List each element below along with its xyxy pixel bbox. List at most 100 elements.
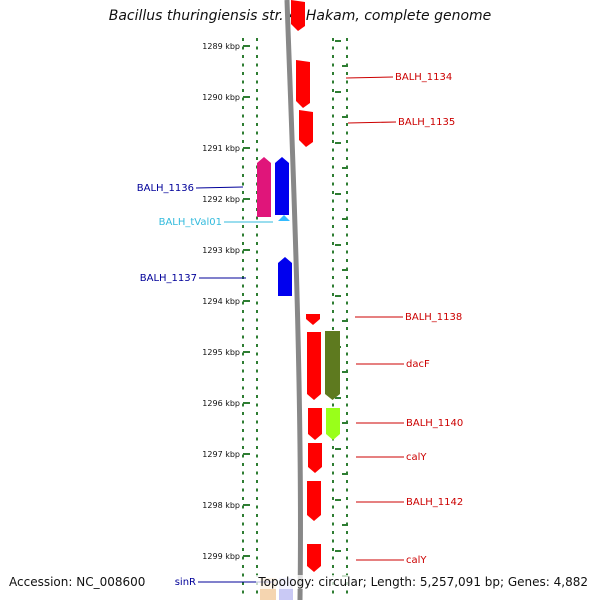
gene-arrow[interactable]: [307, 544, 321, 572]
guide-dot: [256, 225, 258, 228]
guide-dot: [346, 497, 348, 500]
trna-arrow[interactable]: [278, 215, 290, 221]
guide-dot: [242, 505, 244, 509]
guide-dot: [242, 429, 244, 432]
guide-dash: [342, 218, 348, 220]
guide-dot: [332, 106, 334, 109]
guide-dot: [346, 148, 348, 152]
guide-dot: [332, 97, 334, 101]
guide-dot: [332, 267, 334, 271]
gene-label[interactable]: dacF: [406, 359, 430, 370]
gene-label[interactable]: BALH_1140: [406, 418, 463, 429]
gene-arrow[interactable]: [308, 408, 322, 440]
kbp-tick-label: 1296 kbp: [202, 399, 240, 408]
guide-dot: [242, 106, 244, 109]
guide-dot: [346, 55, 348, 58]
kbp-tick-label: 1292 kbp: [202, 195, 240, 204]
guide-dot: [256, 242, 258, 245]
guide-dot: [242, 437, 244, 441]
guide-dot: [332, 80, 334, 84]
gene-arrow[interactable]: [291, 0, 305, 31]
guide-dot: [332, 216, 334, 220]
guide-dot: [242, 327, 244, 330]
guide-dot: [346, 242, 348, 245]
gene-label[interactable]: BALH_1135: [398, 117, 455, 128]
gene-arrow[interactable]: [296, 60, 310, 108]
guide-dot: [332, 114, 334, 118]
topology-text: Topology: circular; Length: 5,257,091 bp…: [256, 575, 590, 589]
guide-dot: [346, 556, 348, 560]
gene-arrow[interactable]: [326, 408, 340, 440]
guide-dot: [332, 514, 334, 517]
guide-dot: [332, 531, 334, 534]
guide-dot: [242, 225, 244, 228]
guide-dot: [332, 46, 334, 50]
right-gene-labels: BALH_1134 BALH_1135 BALH_1138 dacF BALH_1140…: [345, 72, 463, 566]
guide-dot: [256, 352, 258, 356]
guide-dash: [335, 397, 341, 399]
guide-dot: [346, 310, 348, 313]
guide-dot: [332, 242, 334, 245]
kbp-tick: [243, 351, 250, 353]
guide-dot: [346, 174, 348, 177]
guide-dot: [256, 267, 258, 271]
guide-dash: [342, 116, 348, 118]
guide-dot: [242, 522, 244, 526]
guide-dot: [256, 318, 258, 322]
gene-label[interactable]: BALH_1136: [137, 183, 194, 194]
gene-label[interactable]: calY: [406, 555, 427, 566]
guide-dot: [256, 386, 258, 390]
guide-dot: [346, 199, 348, 203]
guide-dot: [242, 446, 244, 449]
guide-dot: [346, 46, 348, 50]
gene-label[interactable]: BALH_1134: [395, 72, 452, 83]
guide-dot: [346, 539, 348, 543]
guide-dot: [346, 505, 348, 509]
gene-label[interactable]: calY: [406, 452, 427, 463]
kbp-tick: [243, 147, 250, 149]
gene-arrow[interactable]: [307, 332, 321, 400]
guide-dot: [256, 157, 258, 160]
gene-arrow[interactable]: [299, 110, 313, 147]
guide-dot: [242, 208, 244, 211]
gene-arrow[interactable]: [275, 157, 289, 215]
gene-arrow[interactable]: [306, 314, 320, 325]
guide-dot: [346, 259, 348, 262]
gene-arrow[interactable]: [257, 157, 271, 217]
guide-dot: [256, 72, 258, 75]
guide-dot: [256, 140, 258, 143]
gene-label[interactable]: BALH_1137: [140, 273, 197, 284]
guide-dot: [242, 182, 244, 186]
kbp-tick-label: 1294 kbp: [202, 297, 240, 306]
gene-arrow[interactable]: [278, 257, 292, 296]
gene-label[interactable]: BALH_tVal01: [159, 217, 222, 228]
guide-dot: [346, 293, 348, 296]
guide-dot: [256, 327, 258, 330]
guide-dot: [242, 242, 244, 245]
guide-dot: [242, 548, 244, 551]
gene-label[interactable]: BALH_1138: [405, 312, 462, 323]
kbp-tick-label: 1289 kbp: [202, 42, 240, 51]
guide-dot: [346, 301, 348, 305]
guide-dot: [332, 446, 334, 449]
guide-dot: [242, 114, 244, 118]
guide-dot: [332, 131, 334, 135]
gene-arrow[interactable]: [325, 331, 340, 400]
guide-dot: [256, 505, 258, 509]
gene-arrow[interactable]: [308, 443, 322, 473]
guide-dot: [332, 293, 334, 296]
guide-dot: [256, 378, 258, 381]
kbp-tick: [243, 198, 250, 200]
kbp-tick: [243, 402, 250, 404]
gene-label[interactable]: BALH_1142: [406, 497, 463, 508]
guide-dot: [242, 403, 244, 407]
guide-dot: [256, 454, 258, 458]
guide-dot: [346, 233, 348, 237]
gene-arrow[interactable]: [307, 481, 321, 521]
gene-label[interactable]: sinR: [175, 577, 196, 588]
guide-dot: [242, 369, 244, 373]
guide-dot: [332, 454, 334, 458]
guide-dot: [332, 123, 334, 126]
guide-dot: [256, 38, 258, 41]
guide-dash: [342, 320, 348, 322]
